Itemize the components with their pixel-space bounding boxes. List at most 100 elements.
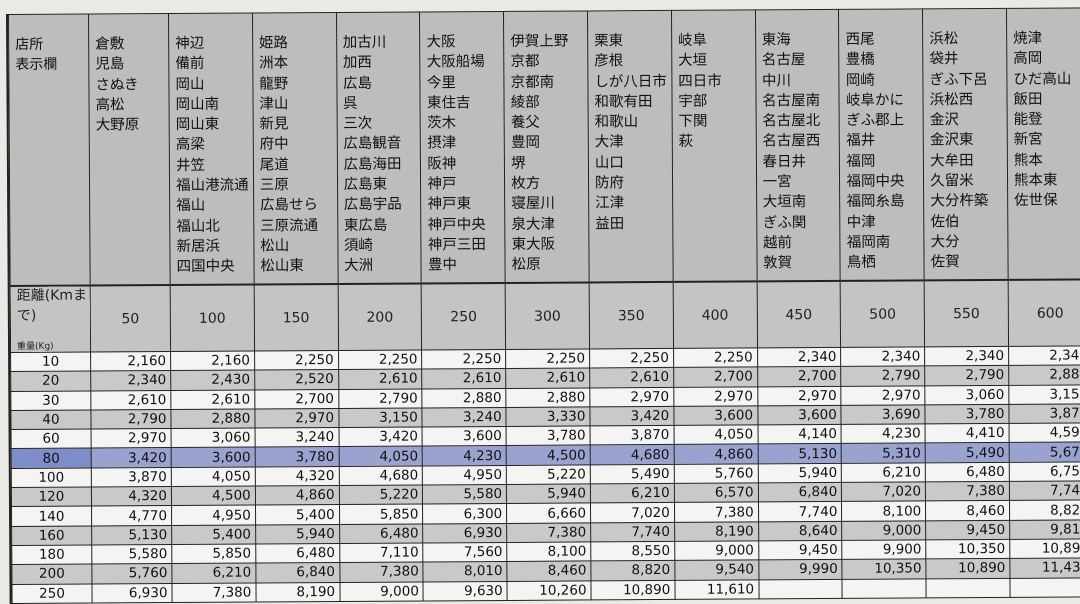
- station-list: 浜松 袋井 ぎふ下呂 浜松西 金沢 金沢東 大牟田 久留米 大分杵築 佐伯 大分 佐賀: [923, 9, 1007, 273]
- price-cell: 6,480: [255, 543, 340, 564]
- distance-label: 距離(Kmまで): [16, 287, 88, 324]
- station-name: 和歌山: [594, 114, 639, 131]
- station-name: 大洲: [344, 258, 374, 275]
- station-name: 福山北: [176, 218, 220, 235]
- station-name: 神戸中央: [427, 216, 486, 234]
- station-name: 豊橋: [845, 51, 875, 69]
- price-cell: 10,350: [925, 539, 1010, 560]
- price-cell: 4,950: [422, 465, 507, 486]
- weight-cell: 200: [11, 564, 92, 585]
- weight-cell: 100: [11, 467, 92, 488]
- station-column: 加古川 加西 広島呉三次 広島観音 広島海田 広島東 広島宇品 東広島 須崎 大洲: [336, 11, 422, 284]
- station-name: さぬき: [95, 76, 139, 94]
- price-cell: 3,780: [925, 404, 1009, 425]
- station-header-row: 店所 表示欄 倉敷 児島 さぬき 高松 大野原 神辺 備前 岡山 岡山南 岡山東 高梁 井笠 福山港流通…: [8, 7, 1080, 286]
- price-cell: 6,930: [91, 583, 173, 603]
- price-cell: 5,490: [925, 442, 1010, 463]
- price-cell: 10,890: [590, 579, 675, 600]
- price-cell: 2,340: [840, 346, 925, 367]
- price-cell: 3,420: [589, 406, 674, 427]
- station-name: 高松: [95, 97, 125, 114]
- station-name: 高梁: [175, 137, 205, 154]
- distance-cell: 350: [589, 281, 674, 349]
- price-cell: 2,880: [505, 387, 590, 408]
- price-cell: 6,840: [757, 482, 842, 503]
- station-name: 山口: [594, 155, 624, 172]
- price-cell: 5,940: [255, 524, 340, 544]
- price-cell: 5,220: [506, 464, 591, 485]
- price-cell: 5,400: [255, 504, 340, 525]
- price-cell: 4,590: [1008, 423, 1080, 443]
- price-cell: 7,380: [925, 481, 1010, 502]
- price-cell: 2,340: [1008, 345, 1080, 366]
- price-cell: 7,380: [674, 502, 759, 523]
- weight-cell: 140: [11, 506, 92, 527]
- station-name: 浜松: [929, 31, 959, 48]
- price-cell: 2,700: [254, 389, 339, 409]
- station-name: 新居浜: [176, 238, 220, 255]
- price-cell: 2,610: [338, 369, 423, 390]
- price-cell: 4,950: [171, 505, 256, 526]
- station-name: 岐阜: [677, 32, 708, 49]
- station-name: 広島せら: [259, 197, 319, 214]
- price-cell: 3,870: [1008, 403, 1080, 424]
- header-label-line: 表示欄: [15, 56, 58, 73]
- price-cell: 3,600: [422, 426, 507, 447]
- station-list: 倉敷 児島 さぬき 高松 大野原: [89, 14, 169, 136]
- station-name: ぎふ関: [762, 214, 807, 232]
- price-cell: 4,410: [925, 423, 1010, 444]
- price-cell: [758, 578, 843, 599]
- price-cell: 7,020: [841, 481, 926, 502]
- station-name: 摂津: [427, 135, 457, 152]
- station-list: 西尾 豊橋 岡崎 岐阜かに ぎふ郡上 福井 福岡 福岡中央 福岡糸島 中津 福岡南 鳥栖: [839, 9, 923, 273]
- distance-cell: 150: [253, 283, 339, 351]
- weight-cell: 60: [11, 429, 92, 449]
- price-cell: 2,250: [254, 350, 339, 371]
- station-name: 神辺: [175, 35, 205, 52]
- price-cell: 2,970: [841, 385, 926, 406]
- price-cell: [1009, 577, 1080, 598]
- price-cell: 5,940: [506, 484, 591, 504]
- station-name: 松山: [260, 238, 290, 255]
- distance-cell: 500: [840, 280, 925, 348]
- price-cell: 8,190: [674, 521, 759, 542]
- price-cell: 8,010: [423, 561, 508, 582]
- price-cell: 4,050: [338, 446, 423, 467]
- station-name: 備前: [175, 56, 205, 73]
- station-name: 四日市: [678, 73, 722, 90]
- distance-cell: 50: [90, 285, 171, 352]
- price-cell: 6,300: [422, 503, 507, 524]
- station-name: 佐賀: [930, 254, 960, 271]
- price-cell: 6,480: [339, 523, 424, 544]
- station-name: 名古屋南: [762, 92, 821, 110]
- price-cell: 3,600: [673, 405, 758, 426]
- distance-cell: 450: [756, 280, 841, 348]
- distance-cell: 200: [337, 283, 422, 351]
- weight-cell: 180: [11, 544, 92, 565]
- station-name: 広島東: [343, 176, 388, 194]
- price-cell: 6,660: [506, 503, 591, 524]
- price-cell: 4,050: [673, 425, 758, 445]
- header-label: 店所 表示欄: [9, 14, 88, 74]
- station-name: 児島: [95, 56, 125, 73]
- station-name: 津山: [259, 96, 289, 113]
- station-column: 東海 名古屋 中川 名古屋南 名古屋北 名古屋西 春日井 一宮 大垣南 ぎふ関 越前 敦賀: [755, 9, 841, 282]
- price-cell: 7,110: [339, 542, 424, 563]
- station-name: 豊中: [427, 257, 457, 274]
- price-cell: [842, 578, 927, 599]
- station-name: 神戸三田: [427, 237, 486, 254]
- station-name: 中川: [761, 72, 792, 89]
- station-name: ぎふ下呂: [929, 71, 988, 88]
- station-name: 加古川: [342, 34, 387, 51]
- price-cell: 5,580: [422, 484, 507, 505]
- station-name: 福岡南: [846, 234, 891, 251]
- price-cell: 3,600: [171, 447, 256, 468]
- station-name: 呉: [343, 95, 358, 112]
- price-cell: 2,880: [170, 408, 255, 429]
- weight-cell: 10: [10, 351, 91, 372]
- distance-cell: 550: [924, 279, 1009, 347]
- distance-cell: 400: [672, 281, 758, 349]
- price-cell: 9,630: [423, 581, 508, 601]
- station-name: 佐伯: [930, 213, 960, 231]
- price-cell: 9,540: [674, 560, 759, 580]
